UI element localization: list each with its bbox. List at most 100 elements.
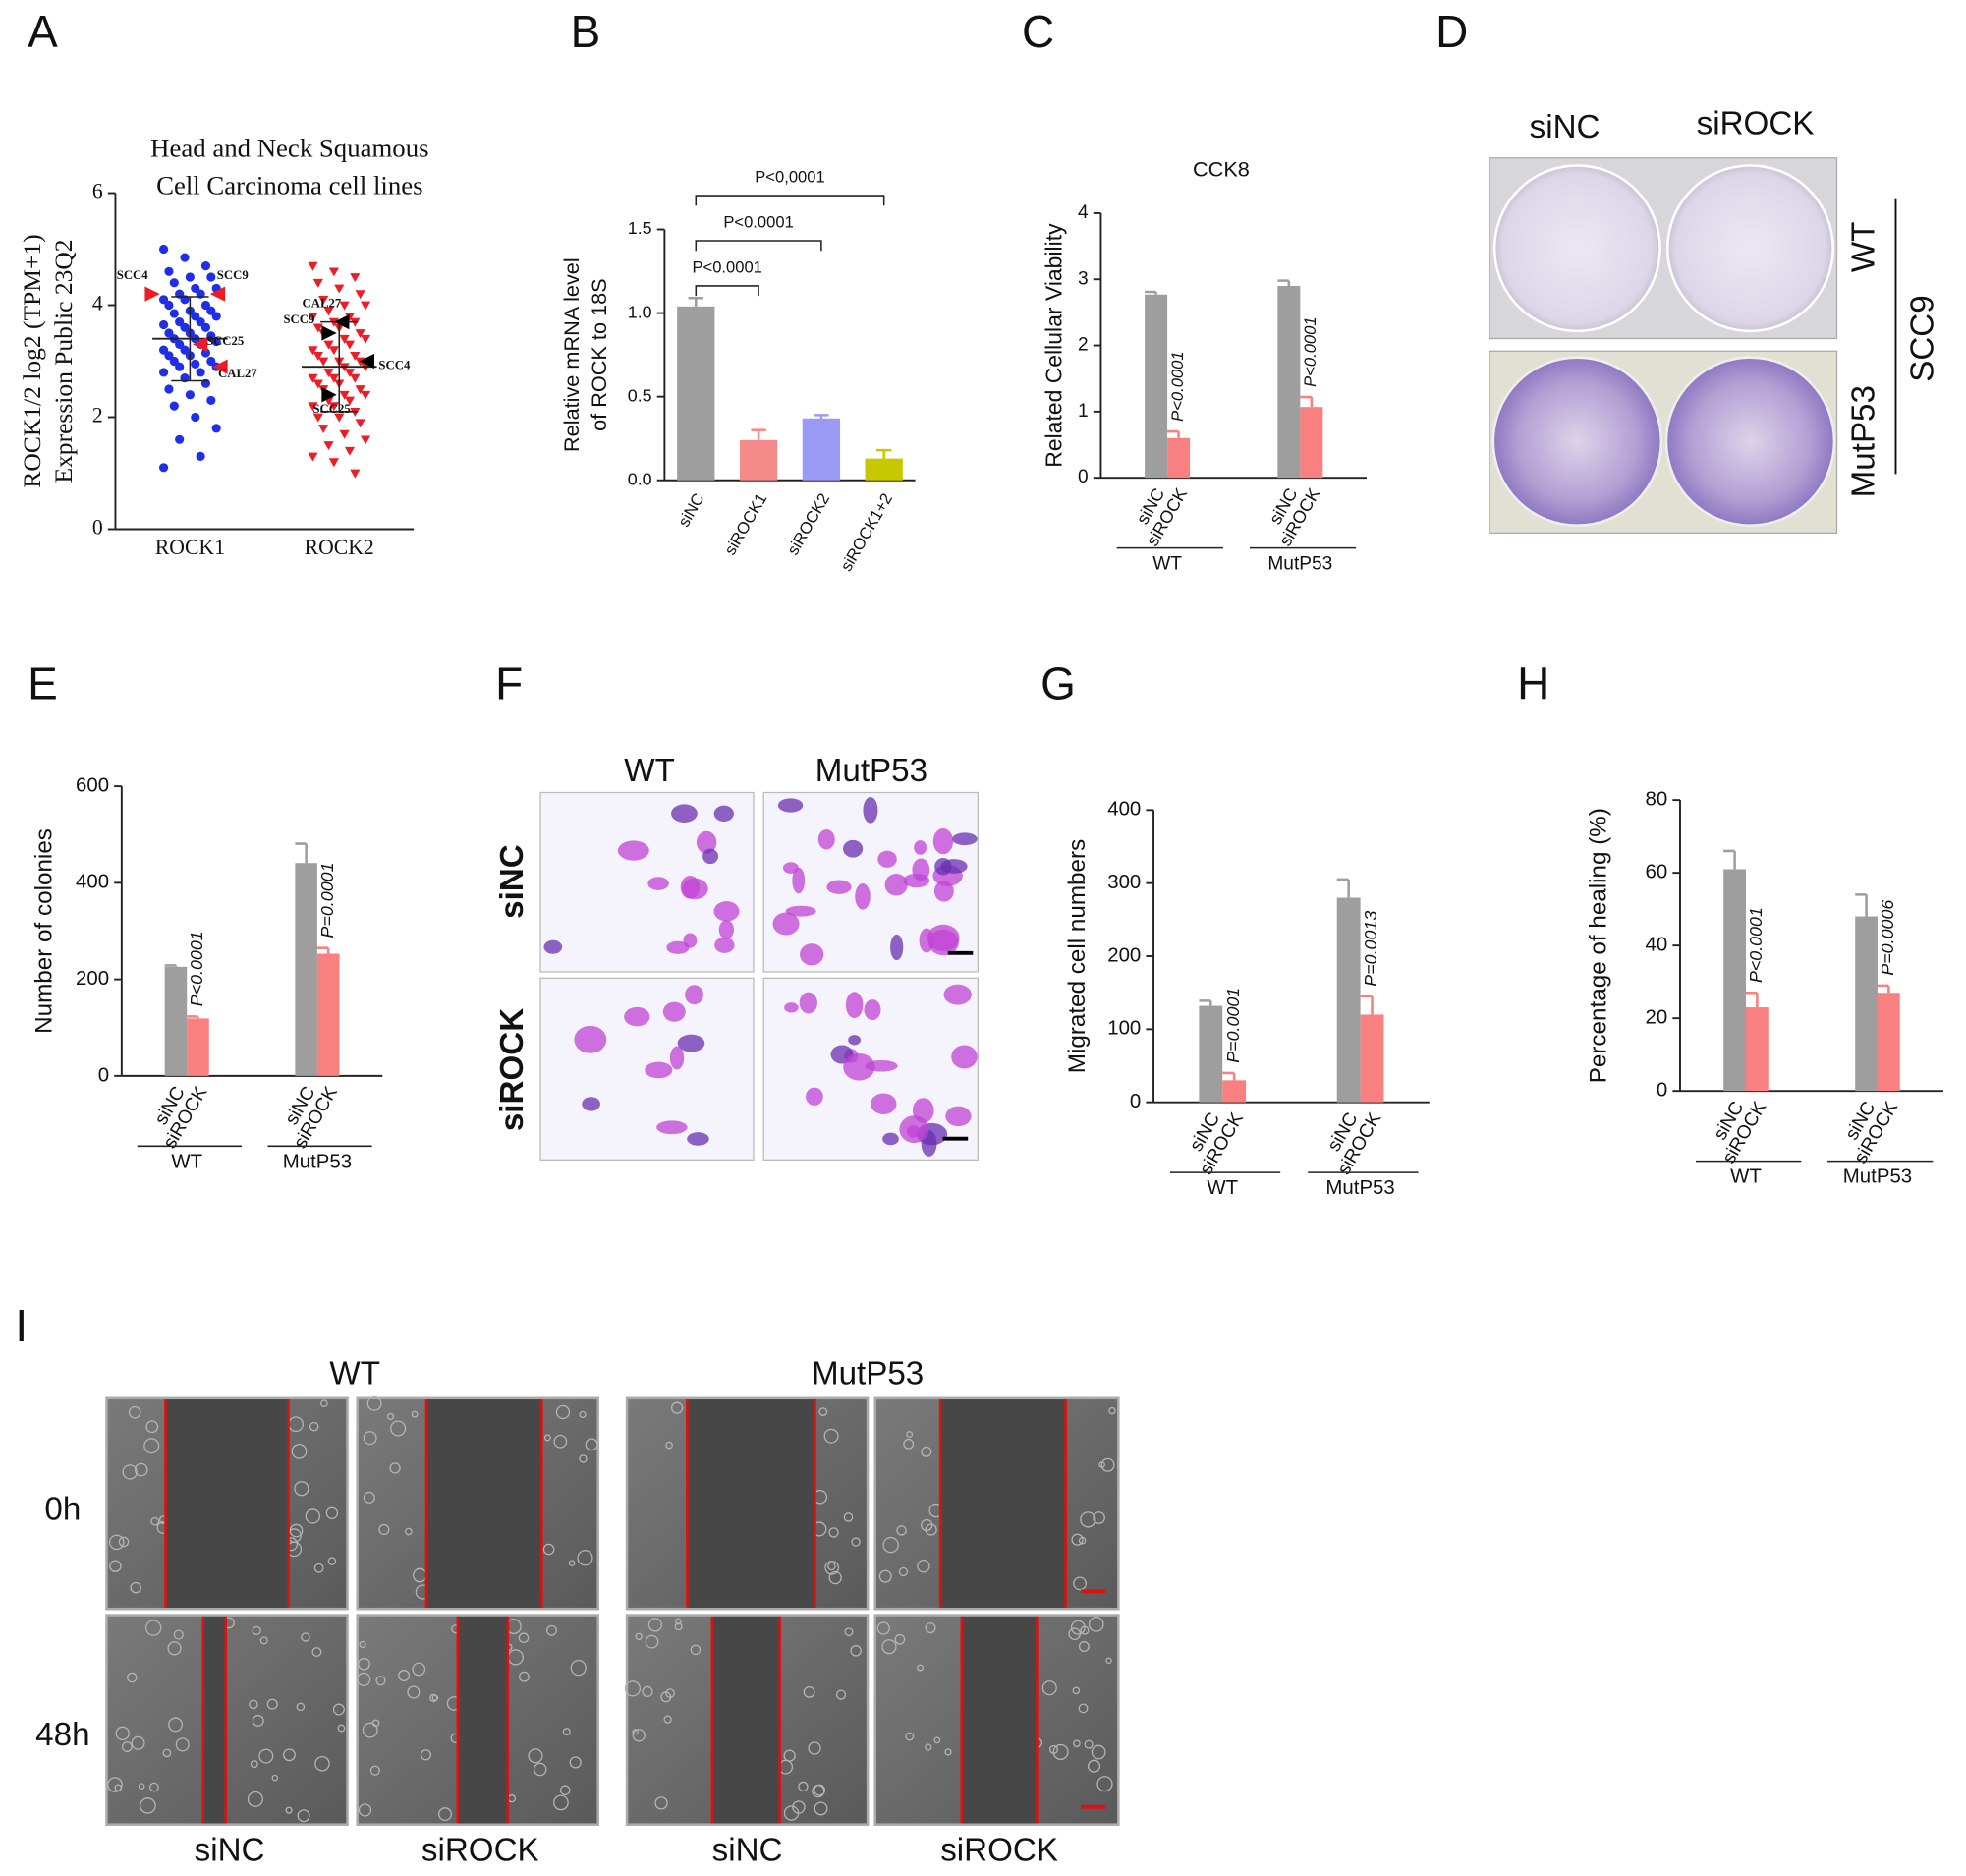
cell-texture: [569, 1756, 582, 1769]
error-bar: [295, 842, 308, 864]
cell-texture: [363, 1431, 377, 1446]
chart-title: Head and Neck Squamous: [150, 133, 428, 162]
cell-texture: [905, 1732, 915, 1741]
cell-texture: [670, 1401, 684, 1414]
cell-texture: [642, 1685, 653, 1698]
y-tick-label: 0: [1130, 1091, 1141, 1112]
cell-texture: [1068, 1627, 1082, 1640]
cell-texture: [518, 1632, 530, 1644]
cell-texture: [305, 1508, 321, 1524]
error-bar: [814, 414, 829, 419]
cell-texture: [1073, 1576, 1087, 1591]
point: [180, 253, 190, 262]
x-tick-label: ROCK2: [305, 536, 374, 559]
column-label: siROCK: [421, 1833, 539, 1869]
cell-blob: [656, 1120, 688, 1135]
y-tick-label: 100: [1107, 1018, 1141, 1040]
highlight-label: SCC25: [206, 334, 244, 348]
y-tick-label: 400: [76, 872, 109, 893]
cell-texture: [107, 1777, 123, 1792]
point: [211, 312, 221, 321]
wound-gap: [711, 1616, 780, 1824]
point: [355, 419, 365, 428]
p-value: P=0.0001: [317, 862, 337, 938]
cell-texture: [1070, 1620, 1086, 1635]
highlight-label: SCC4: [117, 268, 149, 282]
cell-texture: [690, 1644, 702, 1656]
bar: [1336, 897, 1361, 1103]
cell-texture: [1088, 1759, 1101, 1773]
point: [360, 334, 371, 344]
point: [355, 290, 365, 300]
cell-texture: [921, 1518, 933, 1532]
cell-texture: [297, 1809, 310, 1823]
cell-texture: [882, 1536, 899, 1554]
photo-group: [105, 1395, 1120, 1826]
cell-blob: [685, 985, 703, 1005]
point: [344, 313, 356, 322]
cell-texture: [309, 1421, 319, 1432]
cell-blob: [912, 858, 930, 881]
cell-texture: [173, 1629, 184, 1640]
error-bar: [688, 297, 703, 307]
y-axis-label: Relative mRNA level: [559, 257, 584, 452]
cell-texture: [109, 1560, 122, 1572]
cell-texture: [1071, 1533, 1084, 1546]
cell-texture: [542, 1543, 555, 1556]
error-bar: [1199, 999, 1212, 1006]
cell-texture: [363, 1491, 375, 1504]
point: [312, 413, 323, 423]
point: [323, 369, 334, 378]
panel-label: H: [1517, 657, 1549, 709]
point: [308, 346, 318, 356]
error-bar: [1167, 429, 1180, 438]
cell-texture: [325, 1506, 339, 1519]
bar: [1300, 407, 1323, 479]
highlight-label: CAL27: [303, 297, 342, 311]
p-value: P<0.0001: [723, 213, 793, 232]
bar: [802, 418, 841, 481]
cell-blob: [933, 881, 954, 902]
cell-texture: [553, 1794, 569, 1811]
cell-texture: [259, 1636, 268, 1645]
cell-texture: [411, 1410, 419, 1418]
point: [334, 284, 345, 294]
cell-texture: [632, 1729, 639, 1735]
bar: [1277, 285, 1301, 479]
y-tick-label: 80: [1646, 789, 1668, 811]
cell-blob: [952, 832, 978, 846]
column-label: MutP53: [815, 753, 927, 789]
point: [169, 278, 179, 288]
point: [164, 266, 174, 276]
cell-texture: [118, 1536, 130, 1548]
y-axis-label: Number of colonies: [30, 828, 57, 1034]
bar: [1167, 437, 1191, 479]
cell-texture: [138, 1783, 145, 1790]
point: [339, 334, 350, 344]
cell-texture: [1041, 1680, 1057, 1696]
point: [312, 323, 323, 333]
point: [355, 329, 365, 339]
panel-label: D: [1435, 6, 1468, 57]
cell-texture: [369, 1765, 380, 1776]
cell-texture: [358, 1657, 370, 1671]
row-label: WT: [1846, 222, 1882, 273]
cell-texture: [1096, 1776, 1113, 1792]
y-axis-label: Related Cellular Viability: [1041, 223, 1067, 468]
cell-blob: [806, 1087, 823, 1106]
y-tick-label: 0: [1078, 467, 1089, 487]
y-tick-label: 60: [1646, 862, 1668, 883]
side-label: SCC9: [1905, 295, 1941, 381]
point: [323, 340, 334, 350]
panel-label: F: [495, 657, 523, 709]
p-value: P=0.0001: [1223, 988, 1243, 1063]
cell-texture: [878, 1569, 892, 1583]
wound-gap: [202, 1616, 226, 1824]
y-tick-label: 400: [1107, 799, 1141, 821]
cell-texture: [438, 1807, 452, 1822]
cell-texture: [122, 1464, 138, 1480]
